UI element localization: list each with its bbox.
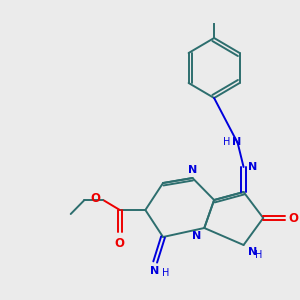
- Text: N: N: [232, 137, 241, 147]
- Text: H: H: [255, 250, 263, 260]
- Text: H: H: [162, 268, 169, 278]
- Text: N: N: [192, 231, 201, 241]
- Text: O: O: [115, 237, 125, 250]
- Text: O: O: [90, 193, 100, 206]
- Text: N: N: [150, 266, 159, 276]
- Text: H: H: [223, 137, 231, 147]
- Text: O: O: [289, 212, 299, 224]
- Text: N: N: [188, 165, 197, 175]
- Text: N: N: [248, 162, 257, 172]
- Text: N: N: [248, 247, 257, 257]
